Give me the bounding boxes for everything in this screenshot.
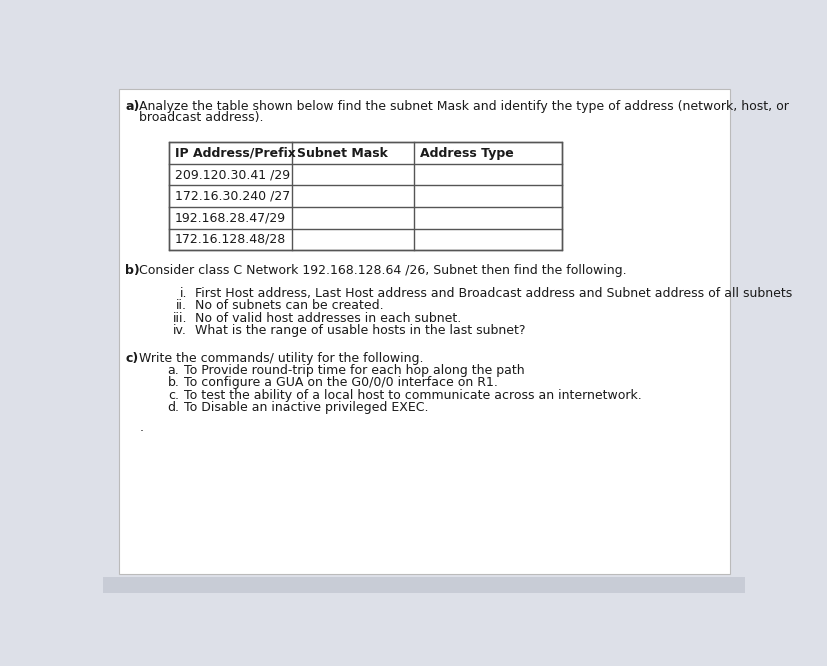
FancyBboxPatch shape bbox=[119, 89, 729, 574]
Text: b): b) bbox=[125, 264, 140, 277]
Text: 172.16.30.240 /27: 172.16.30.240 /27 bbox=[174, 190, 289, 202]
Text: First Host address, Last Host address and Broadcast address and Subnet address o: First Host address, Last Host address an… bbox=[194, 287, 791, 300]
Text: i.: i. bbox=[179, 287, 187, 300]
FancyBboxPatch shape bbox=[170, 143, 561, 250]
Text: Subnet Mask: Subnet Mask bbox=[297, 147, 388, 160]
Text: broadcast address).: broadcast address). bbox=[139, 111, 263, 124]
Text: What is the range of usable hosts in the last subnet?: What is the range of usable hosts in the… bbox=[194, 324, 525, 337]
Text: a.: a. bbox=[168, 364, 179, 377]
Text: No of subnets can be created.: No of subnets can be created. bbox=[194, 300, 383, 312]
Text: b.: b. bbox=[167, 376, 179, 390]
Text: .: . bbox=[139, 421, 143, 434]
Text: 209.120.30.41 /29: 209.120.30.41 /29 bbox=[174, 168, 289, 181]
Text: To configure a GUA on the G0/0/0 interface on R1.: To configure a GUA on the G0/0/0 interfa… bbox=[184, 376, 497, 390]
Text: ii.: ii. bbox=[176, 300, 187, 312]
Text: d.: d. bbox=[167, 401, 179, 414]
Text: To test the ability of a local host to communicate across an internetwork.: To test the ability of a local host to c… bbox=[184, 389, 641, 402]
Text: No of valid host addresses in each subnet.: No of valid host addresses in each subne… bbox=[194, 312, 461, 325]
Text: c.: c. bbox=[168, 389, 179, 402]
Text: iii.: iii. bbox=[173, 312, 187, 325]
Text: 172.16.128.48/28: 172.16.128.48/28 bbox=[174, 233, 285, 246]
Text: IP Address/Prefix: IP Address/Prefix bbox=[174, 147, 295, 160]
Text: Analyze the table shown below find the subnet Mask and identify the type of addr: Analyze the table shown below find the s… bbox=[139, 100, 788, 113]
Text: Address Type: Address Type bbox=[419, 147, 513, 160]
Text: 192.168.28.47/29: 192.168.28.47/29 bbox=[174, 211, 285, 224]
Text: To Provide round-trip time for each hop along the path: To Provide round-trip time for each hop … bbox=[184, 364, 524, 377]
Text: iv.: iv. bbox=[173, 324, 187, 337]
Text: Write the commands/ utility for the following.: Write the commands/ utility for the foll… bbox=[139, 352, 423, 365]
Text: a): a) bbox=[125, 100, 140, 113]
Text: c): c) bbox=[125, 352, 138, 365]
FancyBboxPatch shape bbox=[103, 577, 744, 593]
Text: Consider class C Network 192.168.128.64 /26, Subnet then find the following.: Consider class C Network 192.168.128.64 … bbox=[139, 264, 626, 277]
Text: To Disable an inactive privileged EXEC.: To Disable an inactive privileged EXEC. bbox=[184, 401, 428, 414]
